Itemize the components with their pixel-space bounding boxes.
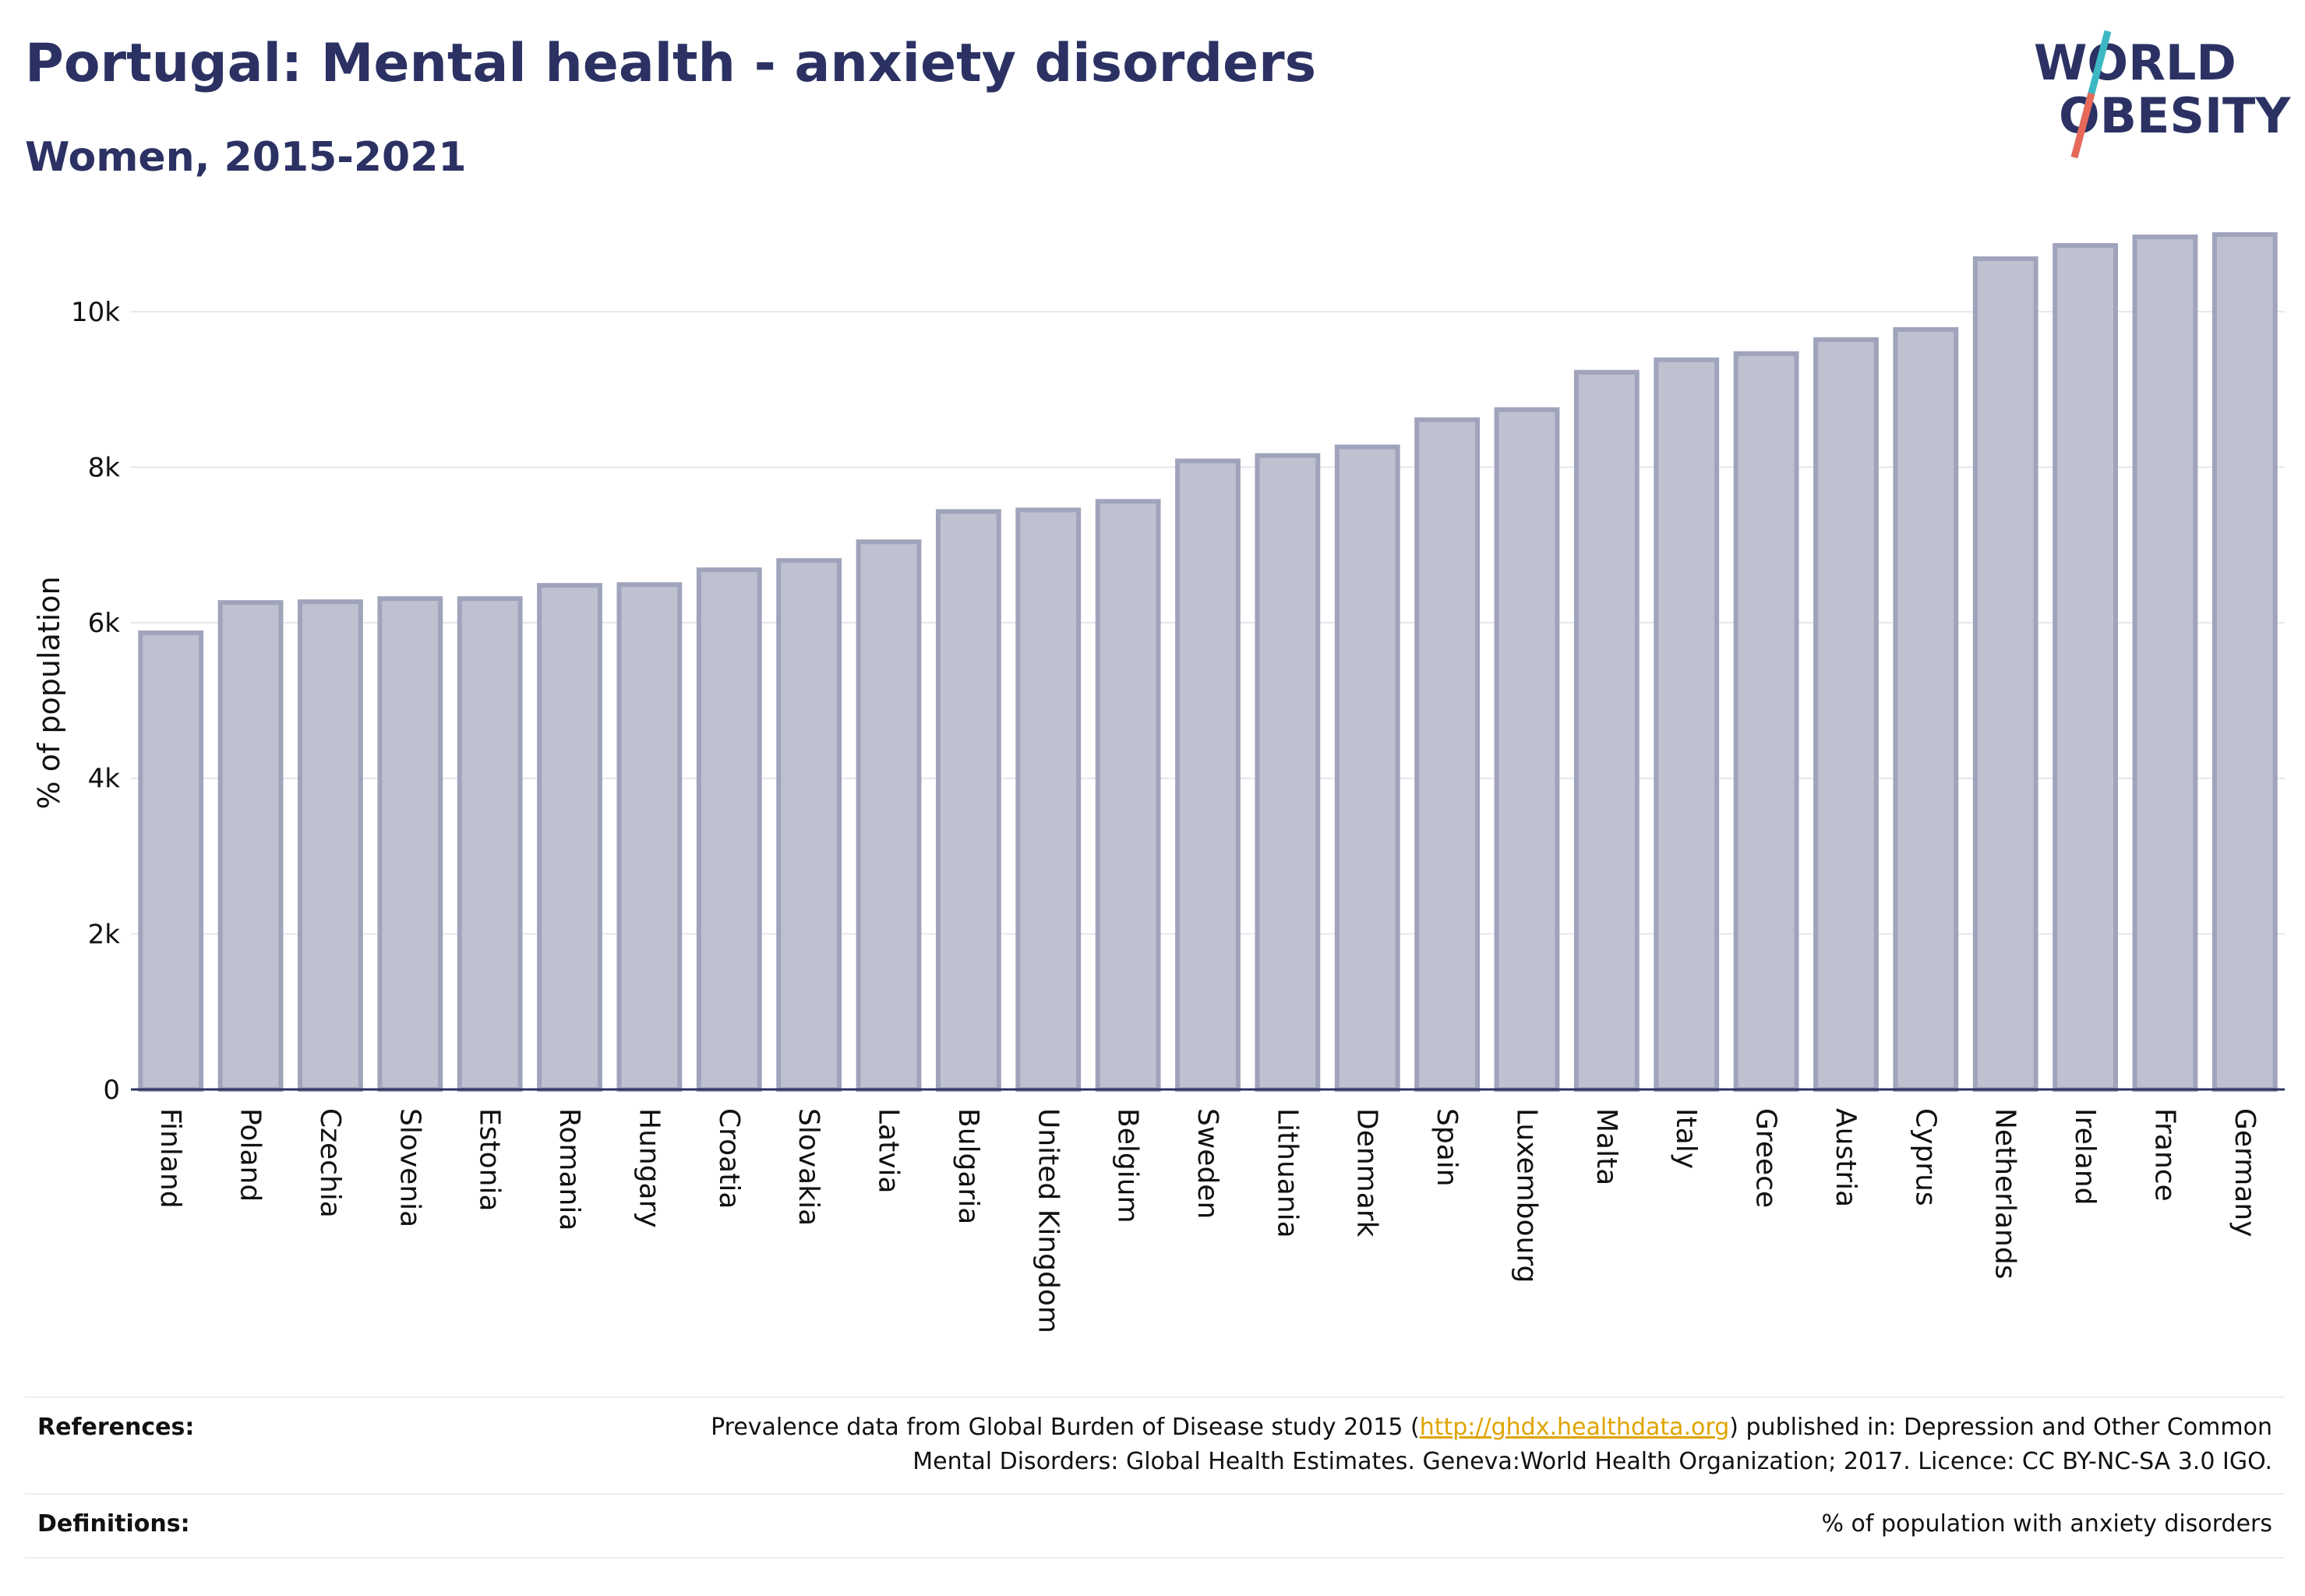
x-tick-label: Ireland bbox=[2069, 1108, 2101, 1206]
x-tick-label: Italy bbox=[1670, 1108, 1702, 1169]
definitions-row: Definitions: % of population with anxiet… bbox=[25, 1507, 2285, 1554]
y-tick-label: 0 bbox=[103, 1075, 120, 1106]
bar bbox=[457, 596, 523, 1092]
x-tick-label: United Kingdom bbox=[1032, 1108, 1064, 1333]
bar bbox=[1175, 458, 1241, 1092]
x-tick-label: Luxembourg bbox=[1510, 1108, 1542, 1283]
bar bbox=[1654, 357, 1720, 1092]
bar bbox=[217, 600, 284, 1092]
x-tick-label: Estonia bbox=[474, 1108, 506, 1212]
bar bbox=[1733, 351, 1799, 1093]
x-tick-label: Finland bbox=[154, 1108, 186, 1209]
x-tick-label: Croatia bbox=[713, 1108, 745, 1209]
x-tick-label: France bbox=[2148, 1108, 2180, 1202]
y-tick-label: 10k bbox=[71, 297, 120, 328]
bar-chart: 0 2k 4k 6k 8k 10k % of population Finland Poland… bbox=[32, 231, 2285, 1333]
references-text-after: ) published in: Depression and Other Com… bbox=[1729, 1414, 2272, 1441]
bar bbox=[1414, 417, 1481, 1092]
bar bbox=[776, 558, 842, 1092]
x-tick-label: Hungary bbox=[633, 1108, 665, 1228]
y-tick-label: 2k bbox=[88, 919, 121, 950]
bar bbox=[696, 567, 762, 1092]
footer-divider-mid bbox=[25, 1493, 2285, 1495]
bar bbox=[2211, 231, 2278, 1092]
bar bbox=[1573, 369, 1640, 1092]
definitions-label: Definitions: bbox=[37, 1510, 190, 1538]
bar bbox=[1095, 499, 1161, 1092]
world-obesity-logo: WORLD OBESITY bbox=[2034, 30, 2291, 159]
page-subtitle: Women, 2015-2021 bbox=[25, 134, 467, 181]
x-tick-label: Slovakia bbox=[792, 1108, 824, 1226]
x-tick-label: Austria bbox=[1830, 1108, 1862, 1207]
bar bbox=[616, 582, 683, 1092]
references-line2: Mental Disorders: Global Health Estimate… bbox=[912, 1448, 2272, 1475]
x-tick-label: Spain bbox=[1431, 1108, 1463, 1187]
bar bbox=[1015, 507, 1082, 1092]
bar bbox=[856, 539, 922, 1092]
bar bbox=[2132, 234, 2198, 1093]
definitions-text: % of population with anxiety disorders bbox=[1821, 1510, 2272, 1538]
logo-line2: OBESITY bbox=[2059, 87, 2291, 144]
bar bbox=[1972, 256, 2038, 1093]
x-tick-label: Latvia bbox=[873, 1108, 905, 1194]
bar bbox=[1255, 453, 1321, 1092]
references-link[interactable]: http://ghdx.healthdata.org bbox=[1419, 1414, 1730, 1441]
x-tick-label: Greece bbox=[1750, 1108, 1782, 1208]
bar bbox=[537, 583, 602, 1092]
footer-divider-bottom bbox=[25, 1557, 2285, 1559]
references-text: Prevalence data from Global Burden of Di… bbox=[480, 1411, 2272, 1479]
x-tick-label: Germany bbox=[2229, 1108, 2261, 1237]
y-axis-label: % of population bbox=[32, 576, 66, 809]
bar bbox=[1334, 444, 1400, 1092]
x-tick-label: Czechia bbox=[314, 1108, 346, 1218]
bar bbox=[1813, 337, 1879, 1092]
references-line1: Prevalence data from Global Burden of Di… bbox=[480, 1411, 2272, 1445]
y-tick-label: 6k bbox=[88, 608, 121, 639]
bar bbox=[377, 596, 443, 1092]
references-text-before: Prevalence data from Global Burden of Di… bbox=[711, 1414, 1420, 1441]
x-tick-label: Bulgaria bbox=[952, 1108, 984, 1224]
logo-line1: WORLD bbox=[2034, 34, 2236, 91]
bar bbox=[1494, 407, 1560, 1092]
bar bbox=[2053, 242, 2118, 1092]
x-tick-label: Romania bbox=[553, 1108, 585, 1231]
x-tick-label: Lithuania bbox=[1271, 1108, 1303, 1238]
references-label: References: bbox=[37, 1414, 195, 1441]
y-tick-label: 8k bbox=[88, 452, 121, 483]
x-tick-label: Sweden bbox=[1191, 1108, 1223, 1219]
x-tick-label: Netherlands bbox=[1989, 1108, 2021, 1279]
references-row: References: Prevalence data from Global … bbox=[25, 1411, 2285, 1488]
x-tick-label: Slovenia bbox=[394, 1108, 425, 1227]
y-tick-label: 4k bbox=[88, 764, 121, 795]
x-tick-label: Belgium bbox=[1112, 1108, 1144, 1223]
bar bbox=[138, 630, 204, 1092]
bar bbox=[1893, 327, 1959, 1092]
x-tick-label: Malta bbox=[1590, 1108, 1622, 1185]
page-title: Portugal: Mental health - anxiety disord… bbox=[25, 33, 1317, 94]
x-tick-label: Cyprus bbox=[1909, 1108, 1941, 1206]
slash-mark-lower-icon bbox=[2070, 92, 2095, 159]
bar bbox=[298, 599, 363, 1092]
footer-divider-top bbox=[25, 1396, 2285, 1398]
x-tick-label: Denmark bbox=[1351, 1108, 1383, 1238]
bar bbox=[935, 509, 1001, 1092]
x-tick-label: Poland bbox=[235, 1108, 267, 1202]
